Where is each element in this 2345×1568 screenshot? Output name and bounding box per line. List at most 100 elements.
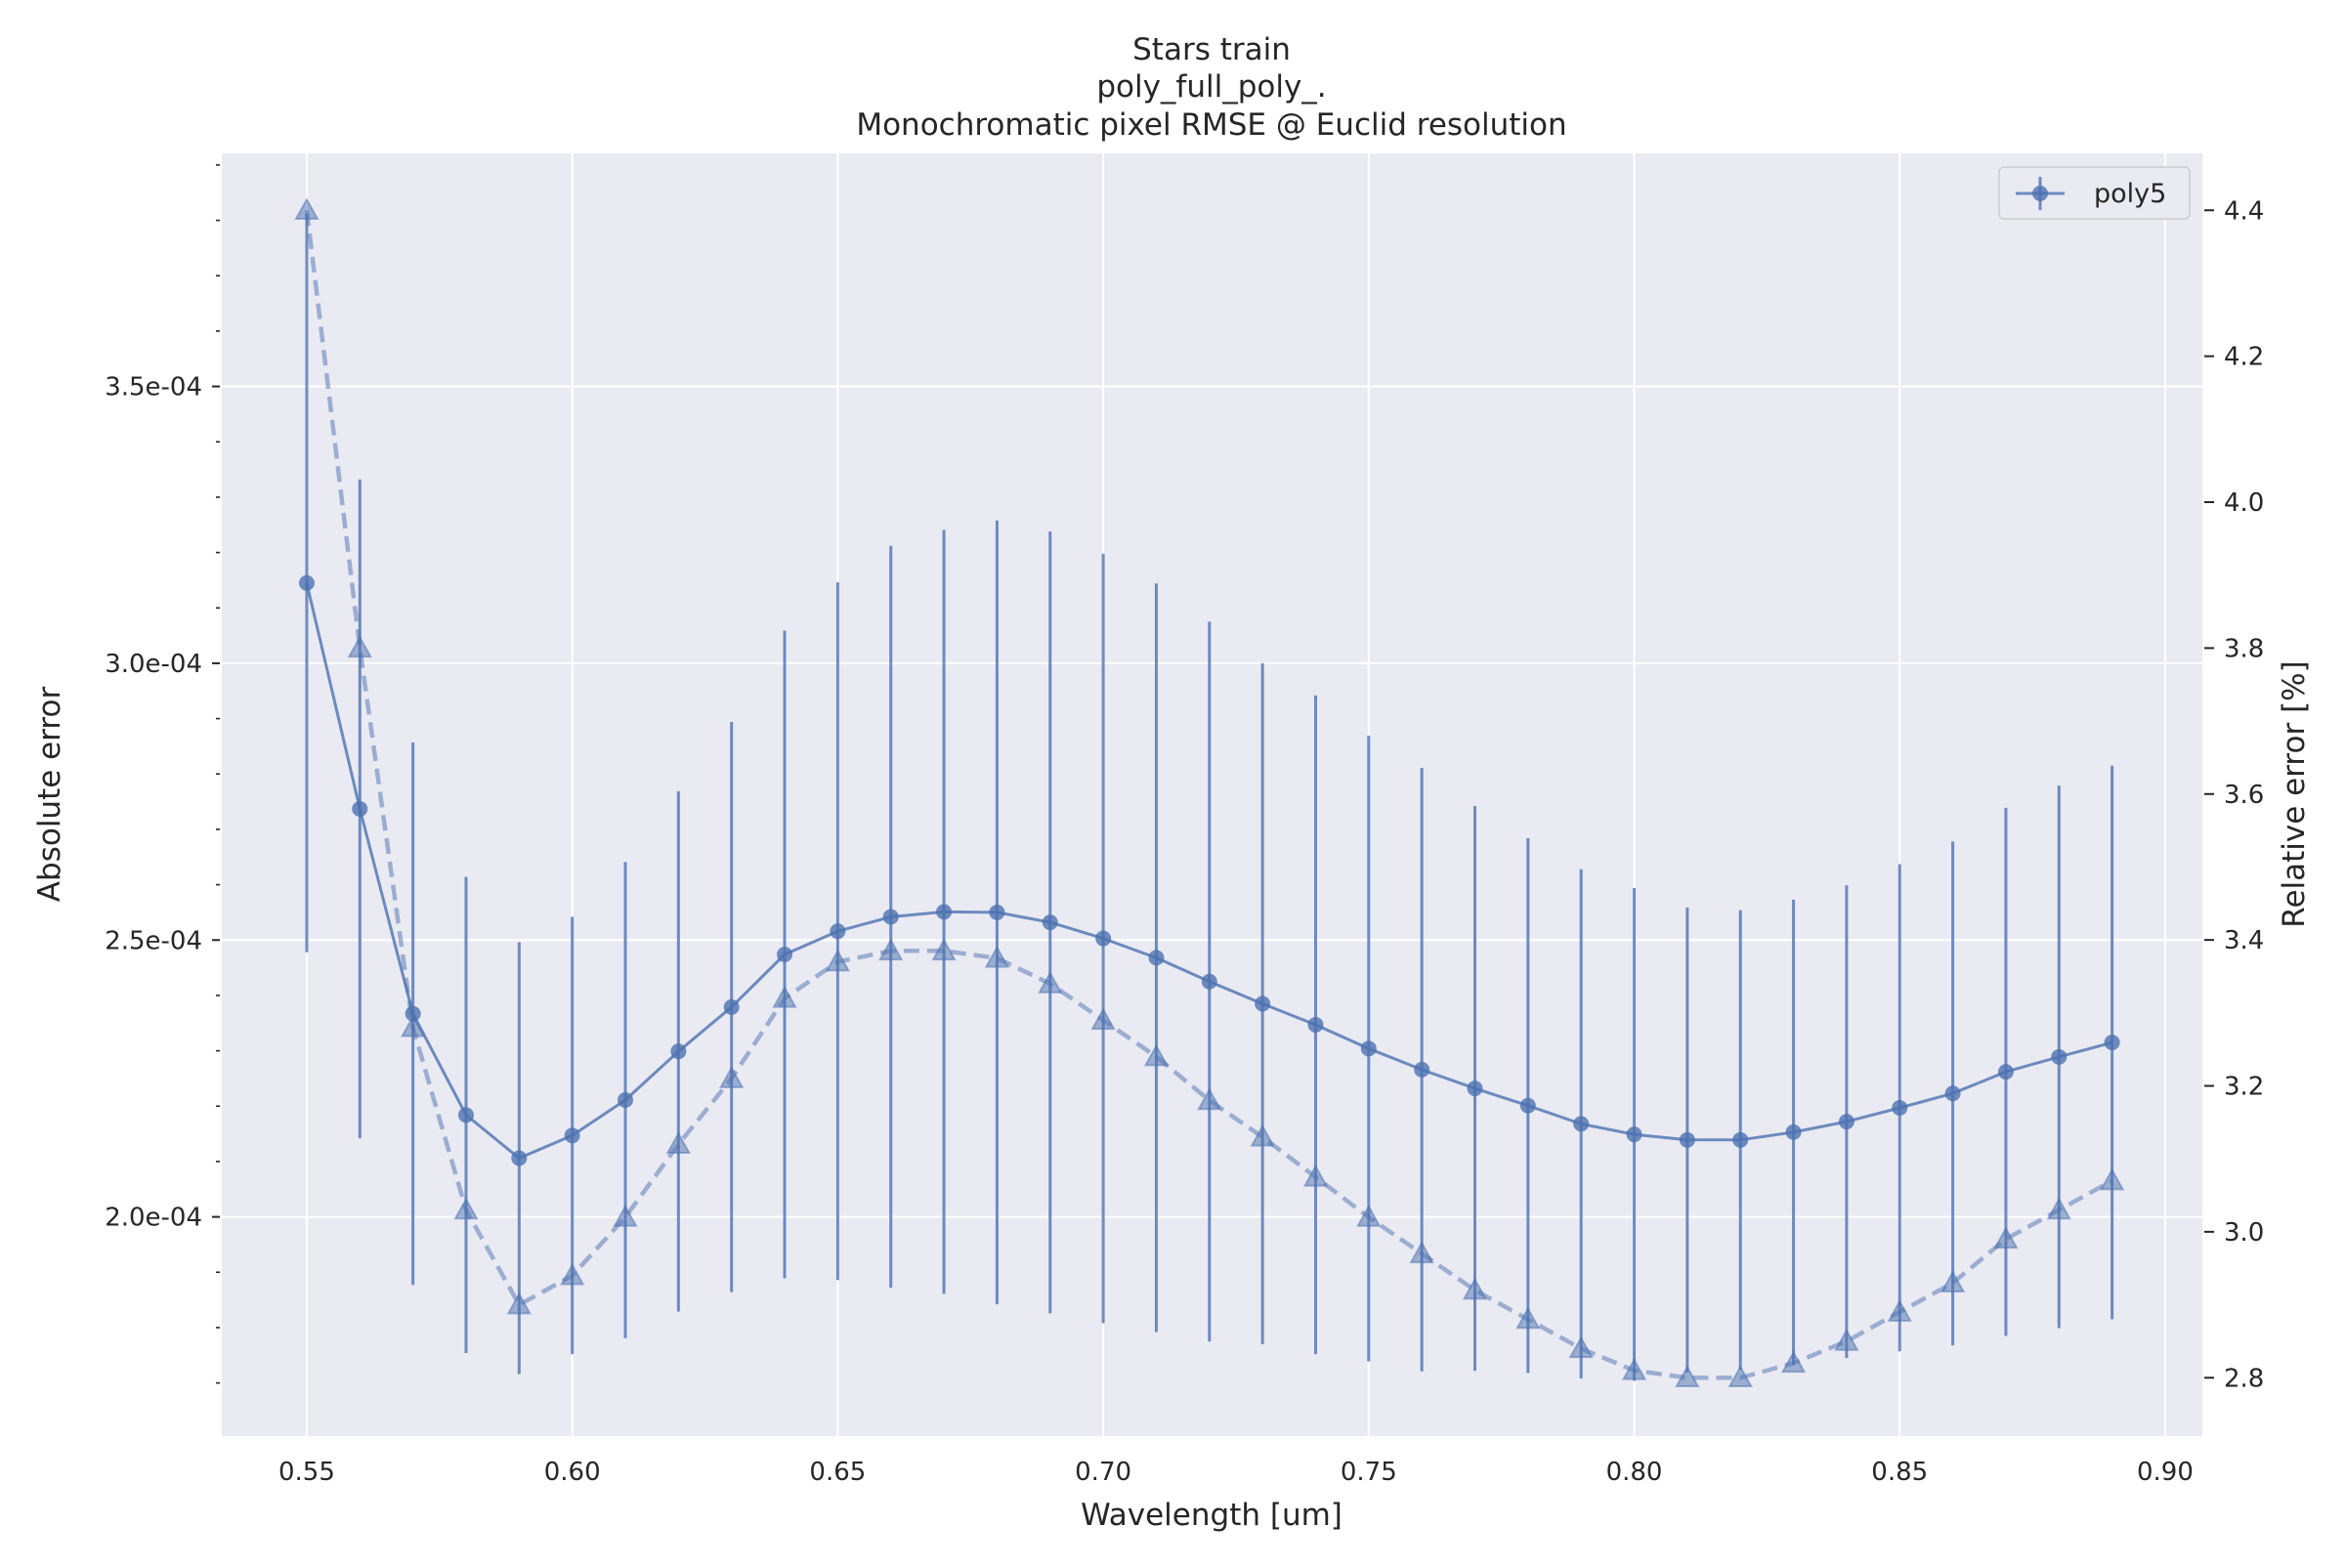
data-point [613,1204,638,1227]
y2-tick-label: 3.4 [2224,926,2264,955]
data-point [670,1043,687,1060]
data-point [878,938,904,961]
y2-tick-label: 3.6 [2224,781,2264,810]
y-axis-label: Absolute error [32,687,67,903]
data-point [1201,973,1217,990]
data-point [347,635,372,658]
x-tick-label: 0.85 [1871,1458,1928,1487]
data-point [559,1262,585,1286]
chart-title-line-3: Monochromatic pixel RMSE @ Euclid resolu… [856,107,1566,143]
data-point [1038,970,1063,994]
axes: 0.55 0.60 0.65 0.70 0.75 0.80 0.85 0.90 2.0e-04 2… [105,164,2264,1487]
y2-tick-label: 3.0 [2224,1218,2264,1248]
x-tick-label: 0.80 [1606,1458,1663,1487]
series-poly5 [298,213,2120,1381]
y-tick-label: 2.5e-04 [105,926,202,955]
data-point [1095,930,1112,947]
data-point [1568,1335,1594,1359]
data-point [825,949,851,972]
x-tick-label: 0.75 [1341,1458,1397,1487]
data-point [718,1065,745,1088]
data-point [989,904,1005,920]
data-point [1573,1116,1590,1132]
data-point [1255,996,1271,1012]
data-point [984,945,1010,968]
y-tick-label: 3.0e-04 [105,650,202,679]
data-point [1679,1131,1695,1148]
data-point [400,1014,426,1038]
data-point [564,1127,580,1144]
data-point [665,1131,692,1155]
y2-tick-label: 4.4 [2224,196,2264,226]
data-point [618,1092,634,1109]
data-point [1090,1007,1116,1031]
data-point [1993,1226,2019,1250]
data-point [1940,1270,1966,1293]
data-point [1197,1087,1222,1111]
data-point [1727,1365,1753,1388]
data-point [1302,1164,1329,1187]
legend-box [1998,166,2191,220]
data-point [1838,1114,1855,1130]
data-point [294,197,320,221]
data-point [2046,1197,2071,1220]
data-point [1834,1328,1859,1351]
y2-tick-label: 3.2 [2224,1073,2264,1102]
data-point [2051,1048,2068,1065]
x-tick-label: 0.60 [544,1458,601,1487]
data-point [723,998,740,1015]
data-point [1409,1241,1434,1264]
data-point [1360,1040,1377,1057]
x-tick-label: 0.70 [1075,1458,1131,1487]
plot-area [222,153,2202,1436]
data-point [1626,1126,1642,1143]
data-point [1143,1043,1170,1067]
chart-title-line-2: poly_full_poly_. [1096,69,1326,105]
data-point [2104,1035,2120,1051]
data-point [511,1150,528,1166]
data-point [1785,1123,1802,1140]
y2-axis-label: Relative error [%] [2277,660,2312,927]
data-point [1519,1097,1536,1114]
data-point [772,985,797,1008]
data-point [1042,914,1058,931]
y-tick-label: 3.5e-04 [105,373,202,403]
data-point [298,574,315,591]
data-point [1148,950,1165,966]
y2-tick-label: 4.2 [2224,343,2264,372]
x-tick-label: 0.90 [2137,1458,2194,1487]
data-point [931,938,957,961]
x-axis-label: Wavelength [um] [1081,1498,1343,1533]
data-point [1250,1123,1275,1147]
data-point [1515,1306,1541,1330]
data-point [830,923,846,940]
data-point [1997,1064,2014,1081]
y-tick-label: 2.0e-04 [105,1204,202,1233]
data-point [453,1197,479,1220]
data-point [882,909,899,925]
data-point [1944,1085,1961,1102]
data-point [936,904,953,920]
data-point [1467,1081,1483,1097]
data-point [1462,1277,1488,1300]
chart-title-line-1: Stars train [1132,32,1291,67]
data-point [506,1292,533,1315]
data-point [1732,1131,1749,1148]
legend-label-poly5: poly5 [2094,179,2166,209]
series-relative-1 [294,197,2125,1388]
series-line [304,210,2113,1380]
legend: poly5 [1998,166,2191,220]
data-point [1307,1016,1324,1033]
data-point [2099,1167,2125,1191]
data-point [457,1107,474,1123]
data-point [1887,1298,1912,1322]
data-point [1675,1365,1700,1388]
y2-tick-label: 2.8 [2224,1364,2264,1393]
x-tick-label: 0.55 [278,1458,335,1487]
data-point [352,800,368,817]
y2-tick-label: 4.0 [2224,488,2264,518]
legend-marker-poly5 [2032,186,2048,201]
data-point [1356,1204,1382,1227]
